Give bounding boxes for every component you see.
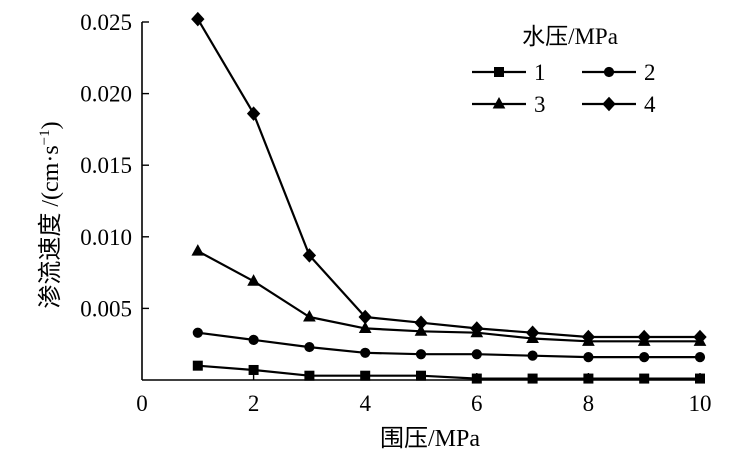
data-point-circle — [192, 327, 203, 338]
data-point-circle — [360, 347, 371, 358]
data-point-circle — [583, 351, 594, 363]
y-tick-label: 0.025 — [80, 10, 132, 35]
data-point-triangle — [247, 274, 260, 286]
series-line-3 — [197, 250, 700, 343]
data-point-diamond — [581, 329, 596, 345]
x-tick-label: 6 — [471, 391, 483, 416]
data-point-circle — [527, 350, 538, 361]
legend: 水压/MPa 1 2 3 4 — [472, 24, 656, 117]
legend-marker-circle — [603, 66, 615, 78]
series-line-4 — [196, 18, 700, 339]
y-axis-title-main: 渗流速度 /(cm·s — [37, 145, 64, 308]
data-point-diamond — [302, 248, 317, 263]
x-tick-label: 8 — [583, 391, 595, 416]
data-point-square — [527, 373, 538, 384]
data-point-triangle — [303, 309, 316, 322]
data-point-diamond — [414, 315, 428, 330]
data-point-diamond — [637, 329, 651, 345]
data-point-diamond — [191, 11, 205, 27]
data-point-circle — [639, 351, 650, 363]
x-tick-label: 4 — [359, 391, 371, 416]
data-point-triangle — [414, 324, 428, 336]
data-point-square — [416, 370, 426, 381]
legend-entry-4: 4 — [582, 92, 656, 117]
data-point-square — [471, 373, 482, 384]
y-axis-title-exponent: −1 — [37, 129, 53, 145]
legend-title: 水压/MPa — [522, 24, 618, 49]
data-point-circle — [304, 341, 315, 353]
x-tick-label: 2 — [248, 391, 260, 416]
data-point-square — [360, 370, 371, 381]
series-line-1 — [197, 364, 700, 380]
data-point-diamond — [470, 321, 484, 336]
y-axis-title: 渗流速度 /(cm·s−1) — [37, 121, 64, 308]
series-4 — [191, 11, 707, 345]
data-point-diamond — [358, 309, 372, 325]
data-point-circle — [248, 334, 259, 346]
legend-label: 2 — [644, 60, 656, 85]
y-axis-title-tail: ) — [38, 121, 64, 129]
ticks: 0 2 4 6 8 10 0.005 0.010 0.015 0.020 0.025 — [80, 10, 711, 416]
legend-entry-1: 1 — [472, 60, 546, 85]
data-point-triangle — [358, 321, 372, 333]
series-2 — [192, 327, 706, 363]
data-point-circle — [694, 351, 706, 363]
legend-marker-triangle — [492, 96, 506, 109]
data-point-diamond — [525, 325, 540, 340]
x-tick-label: 10 — [689, 391, 712, 416]
data-point-square — [248, 364, 259, 375]
data-point-diamond — [693, 329, 707, 345]
legend-label: 3 — [534, 92, 546, 117]
legend-label: 4 — [644, 92, 656, 117]
data-point-square — [304, 370, 315, 381]
legend-marker-square — [494, 67, 504, 77]
data-point-square — [695, 373, 705, 384]
y-tick-label: 0.005 — [80, 296, 132, 321]
series-1 — [192, 360, 705, 384]
legend-entry-2: 2 — [582, 60, 656, 85]
series-layer — [191, 11, 707, 384]
data-point-diamond — [246, 106, 261, 121]
data-point-square — [192, 360, 203, 371]
series-line-2 — [197, 331, 700, 359]
series-3 — [191, 244, 707, 346]
data-point-circle — [471, 349, 482, 360]
legend-entry-3: 3 — [472, 92, 546, 117]
data-point-triangle — [191, 244, 205, 256]
legend-label: 1 — [534, 60, 546, 85]
data-point-circle — [415, 349, 427, 360]
data-point-square — [639, 373, 650, 384]
data-point-square — [583, 373, 594, 384]
x-axis-title: 围压/MPa — [380, 426, 480, 452]
y-tick-label: 0.015 — [80, 153, 132, 178]
legend-marker-diamond — [602, 96, 616, 112]
x-tick-label: 0 — [136, 391, 148, 416]
y-tick-label: 0.010 — [80, 225, 132, 250]
y-tick-label: 0.020 — [80, 82, 132, 107]
